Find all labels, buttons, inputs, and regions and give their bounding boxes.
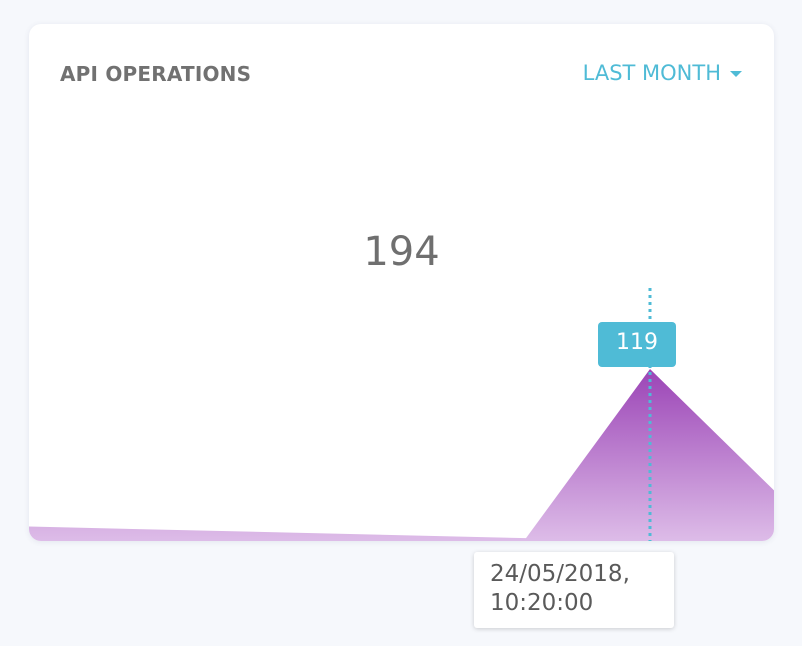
time-range-label: LAST MONTH [582, 61, 721, 85]
series-area [29, 369, 774, 541]
operations-area-chart[interactable] [29, 24, 774, 541]
total-operations-count: 194 [363, 229, 440, 275]
time-range-dropdown[interactable]: LAST MONTH [583, 61, 742, 85]
caret-down-icon [730, 71, 742, 77]
api-operations-card: API OPERATIONS LAST MONTH 194 119 [29, 24, 774, 541]
date-tooltip: 24/05/2018, 10:20:00 [474, 552, 674, 628]
peak-value-label: 119 [598, 322, 676, 367]
card-title: API OPERATIONS [60, 62, 252, 86]
